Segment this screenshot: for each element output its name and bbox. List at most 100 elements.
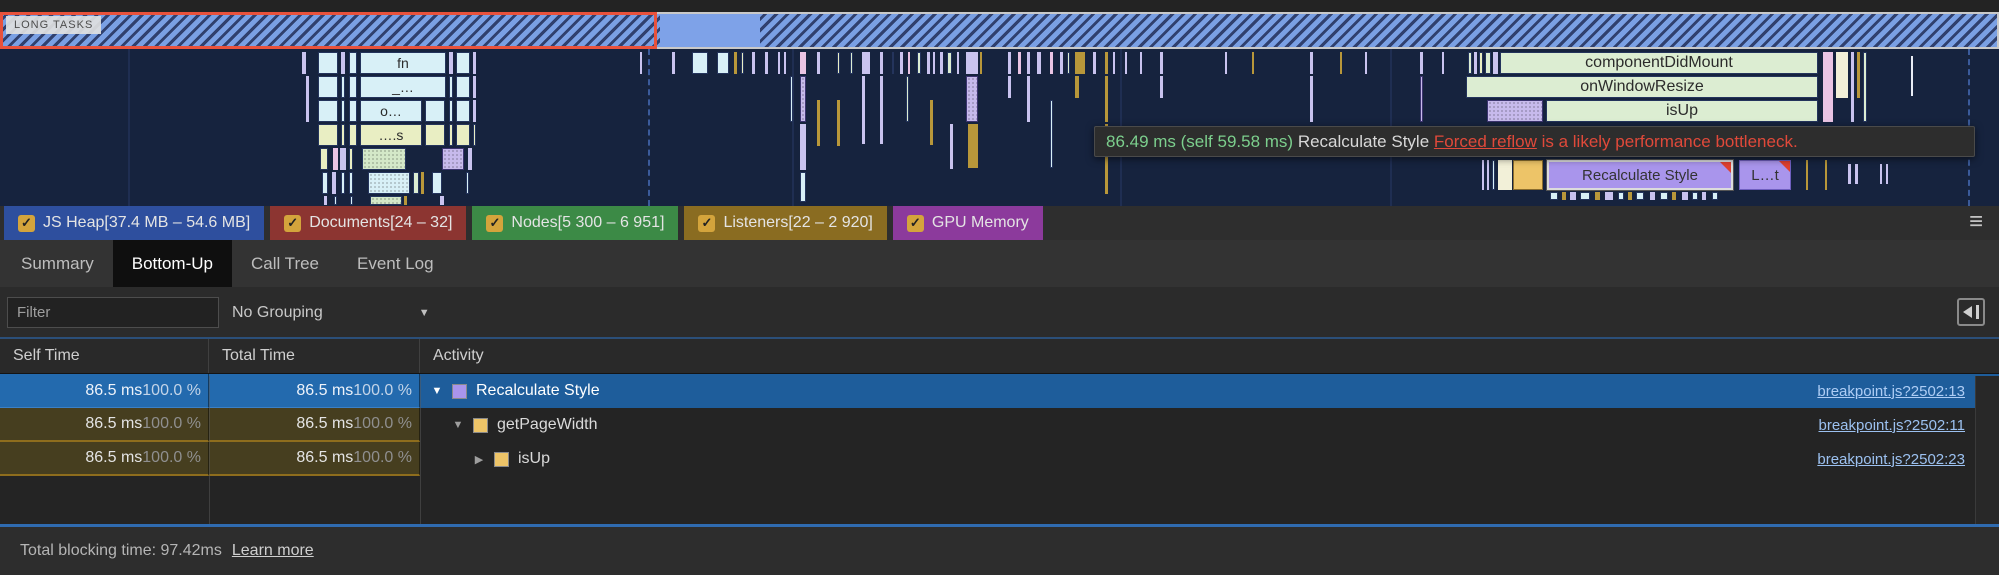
- flame-bar[interactable]: [1105, 52, 1108, 74]
- flame-bar[interactable]: [332, 172, 336, 194]
- flame-bar[interactable]: [1067, 52, 1070, 74]
- overflow-menu-icon[interactable]: ≡: [1968, 208, 1983, 235]
- flame-bar[interactable]: [318, 52, 338, 74]
- flame-bar[interactable]: [1225, 52, 1227, 74]
- flame-bar[interactable]: [1570, 192, 1576, 200]
- flame-bar[interactable]: [333, 148, 338, 170]
- flame-bar[interactable]: [1468, 52, 1472, 74]
- flame-bar[interactable]: [1479, 52, 1483, 74]
- flame-bar[interactable]: [449, 76, 453, 98]
- flame-bar[interactable]: [1310, 76, 1313, 122]
- flame-bar[interactable]: [1310, 52, 1313, 74]
- flame-bar[interactable]: [449, 124, 453, 146]
- flame-bar[interactable]: [1618, 192, 1624, 200]
- flame-bar[interactable]: [1498, 160, 1512, 190]
- flame-bar[interactable]: [800, 76, 806, 122]
- flame-bar[interactable]: [1825, 160, 1827, 190]
- flame-bar[interactable]: [318, 124, 338, 146]
- flame-bar[interactable]: [784, 52, 786, 74]
- source-link[interactable]: breakpoint.js?2502:11: [1818, 416, 1966, 434]
- flame-bar[interactable]: [1628, 192, 1632, 200]
- flame-bar[interactable]: [341, 172, 345, 194]
- flame-bar[interactable]: [302, 52, 306, 74]
- flame-bar[interactable]: [1060, 52, 1063, 74]
- flame-bar[interactable]: [1857, 52, 1860, 98]
- flame-bar[interactable]: [933, 52, 935, 74]
- flame-bar[interactable]: [765, 52, 768, 74]
- flame-bar[interactable]: [349, 76, 357, 98]
- flame-bar-recalculatestyle[interactable]: Recalculate Style: [1547, 160, 1733, 190]
- flame-bar[interactable]: [1886, 164, 1888, 184]
- flame-bar[interactable]: [341, 100, 345, 122]
- flame-bar[interactable]: [350, 196, 353, 205]
- flame-bar[interactable]: [980, 52, 982, 74]
- column-header-total-time[interactable]: Total Time: [209, 339, 420, 373]
- expand-arrow-icon[interactable]: ▼: [431, 385, 443, 397]
- flame-chart[interactable]: 86.49 ms (self 59.58 ms) Recalculate Sty…: [0, 49, 1999, 206]
- flame-bar[interactable]: [1105, 124, 1108, 194]
- flame-bar[interactable]: [456, 124, 470, 146]
- flame-bar[interactable]: [468, 148, 472, 170]
- flame-bar[interactable]: [440, 196, 444, 205]
- flame-bar-componentdidmount[interactable]: componentDidMount: [1500, 52, 1818, 74]
- flame-bar[interactable]: [950, 124, 953, 169]
- flame-bar[interactable]: [362, 148, 406, 170]
- flame-bar[interactable]: [1863, 52, 1867, 122]
- flame-bar[interactable]: [1008, 52, 1011, 74]
- flame-bar[interactable]: [449, 100, 453, 122]
- flame-bar[interactable]: [1037, 52, 1041, 74]
- counter-chip-nodes[interactable]: ✓ Nodes[5 300 – 6 951]: [472, 206, 679, 240]
- flame-bar[interactable]: [466, 172, 469, 194]
- flame-bar[interactable]: [432, 172, 442, 194]
- flame-bar[interactable]: [1340, 52, 1342, 74]
- flame-bar[interactable]: [1105, 76, 1108, 122]
- tab-event-log[interactable]: Event Log: [357, 253, 434, 273]
- flame-bar[interactable]: [1595, 192, 1600, 200]
- flame-bar[interactable]: [927, 52, 930, 74]
- column-separator[interactable]: [420, 376, 421, 524]
- flame-bar[interactable]: [1140, 52, 1142, 74]
- flame-bar[interactable]: [349, 100, 357, 122]
- counter-chip-documents[interactable]: ✓ Documents[24 – 32]: [270, 206, 467, 240]
- flame-bar[interactable]: [1823, 52, 1833, 122]
- tab-call-tree[interactable]: Call Tree: [250, 253, 320, 273]
- column-header-activity[interactable]: Activity: [433, 347, 484, 364]
- flame-bar[interactable]: [1474, 52, 1477, 74]
- counter-chip-js-heap[interactable]: ✓ JS Heap[37.4 MB – 54.6 MB]: [4, 206, 265, 240]
- flame-bar[interactable]: [1487, 160, 1489, 190]
- flame-bar[interactable]: [957, 52, 959, 74]
- flame-bar[interactable]: [425, 100, 445, 122]
- checkbox-checked-icon[interactable]: ✓: [18, 214, 35, 232]
- flame-bar[interactable]: [1580, 192, 1590, 200]
- flame-bar[interactable]: [456, 52, 470, 74]
- tab-summary[interactable]: Summary: [21, 253, 94, 273]
- expand-arrow-icon[interactable]: ▼: [452, 419, 464, 431]
- flame-bar[interactable]: [672, 52, 675, 74]
- flame-bar[interactable]: [880, 76, 883, 144]
- flame-bar[interactable]: [1562, 192, 1566, 200]
- counter-chip-listeners[interactable]: ✓ Listeners[22 – 2 920]: [684, 206, 887, 240]
- flame-bar[interactable]: [1442, 52, 1444, 74]
- flame-bar[interactable]: [850, 52, 853, 74]
- sidebar-toggle-icon[interactable]: [1957, 298, 1985, 326]
- flame-bar[interactable]: [349, 124, 357, 146]
- flame-bar[interactable]: [817, 52, 820, 74]
- flame-bar[interactable]: [1650, 192, 1655, 200]
- flame-bar[interactable]: [1848, 164, 1851, 184]
- flame-bar[interactable]: [800, 172, 806, 202]
- flame-bar[interactable]: [862, 52, 870, 74]
- flame-bar[interactable]: [1365, 52, 1367, 74]
- flame-bar[interactable]: [320, 148, 328, 170]
- flame-bar[interactable]: [1113, 52, 1115, 74]
- flame-bar[interactable]: [1050, 100, 1053, 168]
- flame-bar[interactable]: [1420, 76, 1423, 122]
- flame-bar[interactable]: [1672, 192, 1676, 200]
- flame-bar[interactable]: [349, 148, 353, 170]
- flame-bar[interactable]: [1836, 52, 1848, 98]
- collapse-arrow-icon[interactable]: ▶: [474, 453, 484, 466]
- flame-bar[interactable]: [837, 52, 840, 74]
- flame-bar[interactable]: [334, 196, 337, 205]
- learn-more-link[interactable]: Learn more: [231, 542, 314, 559]
- flame-bar[interactable]: [717, 52, 729, 74]
- flame-bar[interactable]: [734, 52, 737, 74]
